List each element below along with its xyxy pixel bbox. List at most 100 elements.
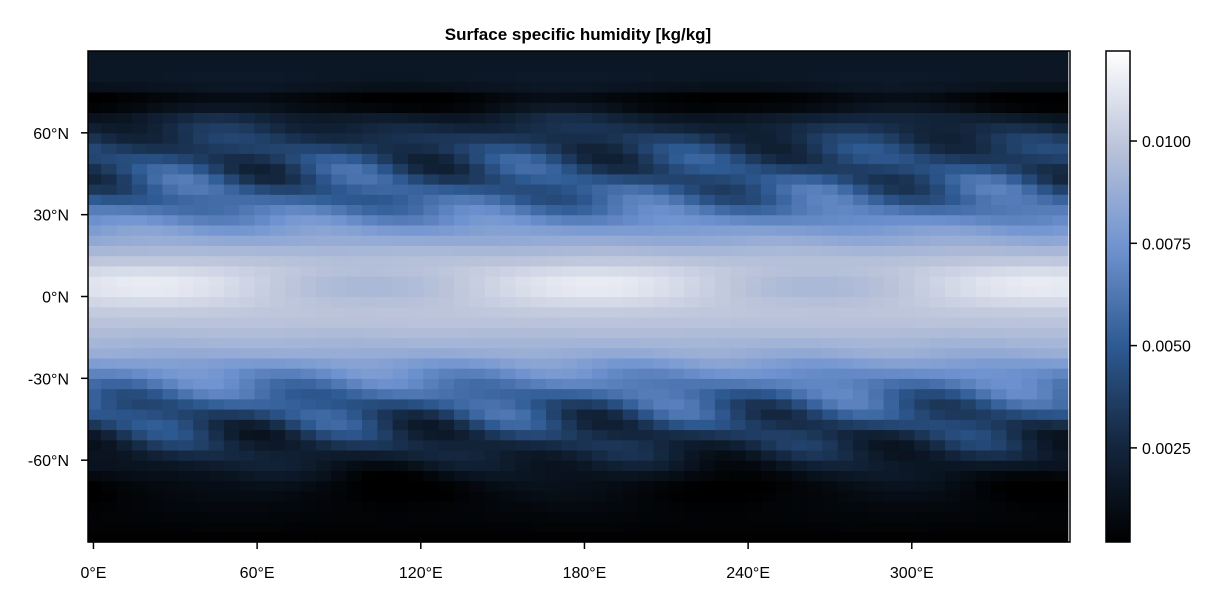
heatmap-cell — [469, 183, 486, 195]
heatmap-cell — [1037, 347, 1054, 359]
heatmap-cell — [852, 276, 869, 287]
heatmap-cell — [315, 183, 332, 195]
heatmap-cell — [116, 224, 133, 236]
heatmap-cell — [745, 511, 762, 523]
heatmap-cell — [684, 91, 701, 103]
heatmap-cell — [730, 439, 747, 451]
heatmap-cell — [546, 296, 563, 308]
heatmap-cell — [975, 51, 992, 62]
heatmap-cell — [668, 490, 685, 502]
heatmap-cell — [822, 235, 839, 246]
heatmap-cell — [285, 194, 302, 206]
heatmap-cell — [592, 173, 609, 185]
heatmap-cell — [960, 316, 977, 328]
heatmap-cell — [546, 194, 563, 206]
heatmap-cell — [699, 470, 716, 482]
heatmap-cell — [929, 245, 946, 257]
heatmap-cell — [254, 470, 271, 482]
heatmap-cell — [929, 347, 946, 359]
heatmap-cell — [147, 194, 164, 206]
heatmap-cell — [607, 224, 624, 236]
heatmap-cell — [668, 439, 685, 451]
heatmap-cell — [546, 347, 563, 359]
heatmap-cell — [561, 194, 578, 206]
heatmap-cell — [361, 439, 378, 451]
heatmap-cell — [868, 204, 885, 216]
heatmap-cell — [791, 61, 808, 73]
heatmap-cell — [88, 327, 102, 339]
heatmap-cell — [101, 71, 118, 83]
heatmap-cell — [852, 398, 869, 410]
heatmap-cell — [101, 245, 118, 257]
heatmap-cell — [638, 183, 655, 195]
heatmap-cell — [315, 245, 332, 257]
heatmap-cell — [576, 388, 593, 400]
heatmap-cell — [638, 368, 655, 379]
heatmap-cell — [208, 419, 225, 431]
heatmap-cell — [454, 71, 470, 83]
heatmap-cell — [699, 449, 716, 461]
heatmap-cell — [929, 163, 946, 175]
heatmap-cell — [1021, 337, 1038, 349]
heatmap-cell — [346, 122, 363, 134]
heatmap-cell — [852, 61, 869, 73]
heatmap-cell — [515, 327, 532, 339]
heatmap-cell — [1021, 419, 1038, 431]
heatmap-cell — [1052, 378, 1069, 390]
heatmap-cell — [193, 296, 210, 308]
heatmap-cell — [622, 224, 639, 236]
heatmap-cell — [530, 470, 547, 482]
heatmap-cell — [254, 398, 271, 410]
heatmap-cell — [162, 521, 179, 533]
heatmap-cell — [929, 409, 946, 420]
heatmap-cell — [806, 439, 823, 451]
heatmap-cell — [684, 521, 701, 533]
heatmap-cell — [515, 132, 532, 144]
heatmap-cell — [868, 286, 885, 298]
heatmap-cell — [438, 122, 455, 134]
heatmap-cell — [883, 265, 900, 277]
heatmap-cell — [1006, 245, 1023, 257]
heatmap-cell — [269, 173, 286, 185]
heatmap-cell — [592, 398, 609, 410]
heatmap-cell — [1037, 368, 1054, 379]
heatmap-cell — [1006, 143, 1023, 154]
heatmap-cell — [438, 276, 455, 287]
heatmap-cell — [147, 132, 164, 144]
heatmap-cell — [638, 112, 655, 124]
heatmap-cell — [760, 122, 777, 134]
heatmap-cell — [131, 501, 148, 512]
heatmap-cell — [331, 122, 348, 134]
heatmap-cell — [515, 316, 532, 328]
heatmap-cell — [883, 61, 900, 73]
heatmap-cell — [699, 102, 716, 113]
heatmap-cell — [914, 296, 931, 308]
heatmap-cell — [699, 460, 716, 471]
heatmap-cell — [500, 173, 516, 185]
heatmap-cell — [116, 378, 133, 390]
heatmap-cell — [868, 153, 885, 165]
heatmap-cell — [515, 245, 532, 257]
heatmap-cell — [668, 531, 685, 543]
heatmap-cell — [945, 122, 961, 134]
heatmap-cell — [852, 71, 869, 83]
heatmap-cell — [392, 306, 409, 318]
heatmap-cell — [500, 132, 516, 144]
heatmap-cell — [991, 327, 1007, 339]
heatmap-cell — [945, 449, 961, 461]
heatmap-cell — [300, 255, 317, 267]
heatmap-cell — [684, 337, 701, 349]
heatmap-cell — [1021, 327, 1038, 339]
heatmap-cell — [837, 501, 854, 512]
heatmap-cell — [791, 173, 808, 185]
heatmap-cell — [546, 91, 563, 103]
heatmap-cell — [668, 327, 685, 339]
heatmap-cell — [730, 102, 747, 113]
heatmap-cell — [1037, 511, 1054, 523]
heatmap-cell — [469, 51, 486, 62]
heatmap-cell — [791, 378, 808, 390]
heatmap-cell — [991, 71, 1007, 83]
heatmap-cell — [530, 398, 547, 410]
heatmap-cell — [392, 460, 409, 471]
heatmap-cell — [515, 398, 532, 410]
